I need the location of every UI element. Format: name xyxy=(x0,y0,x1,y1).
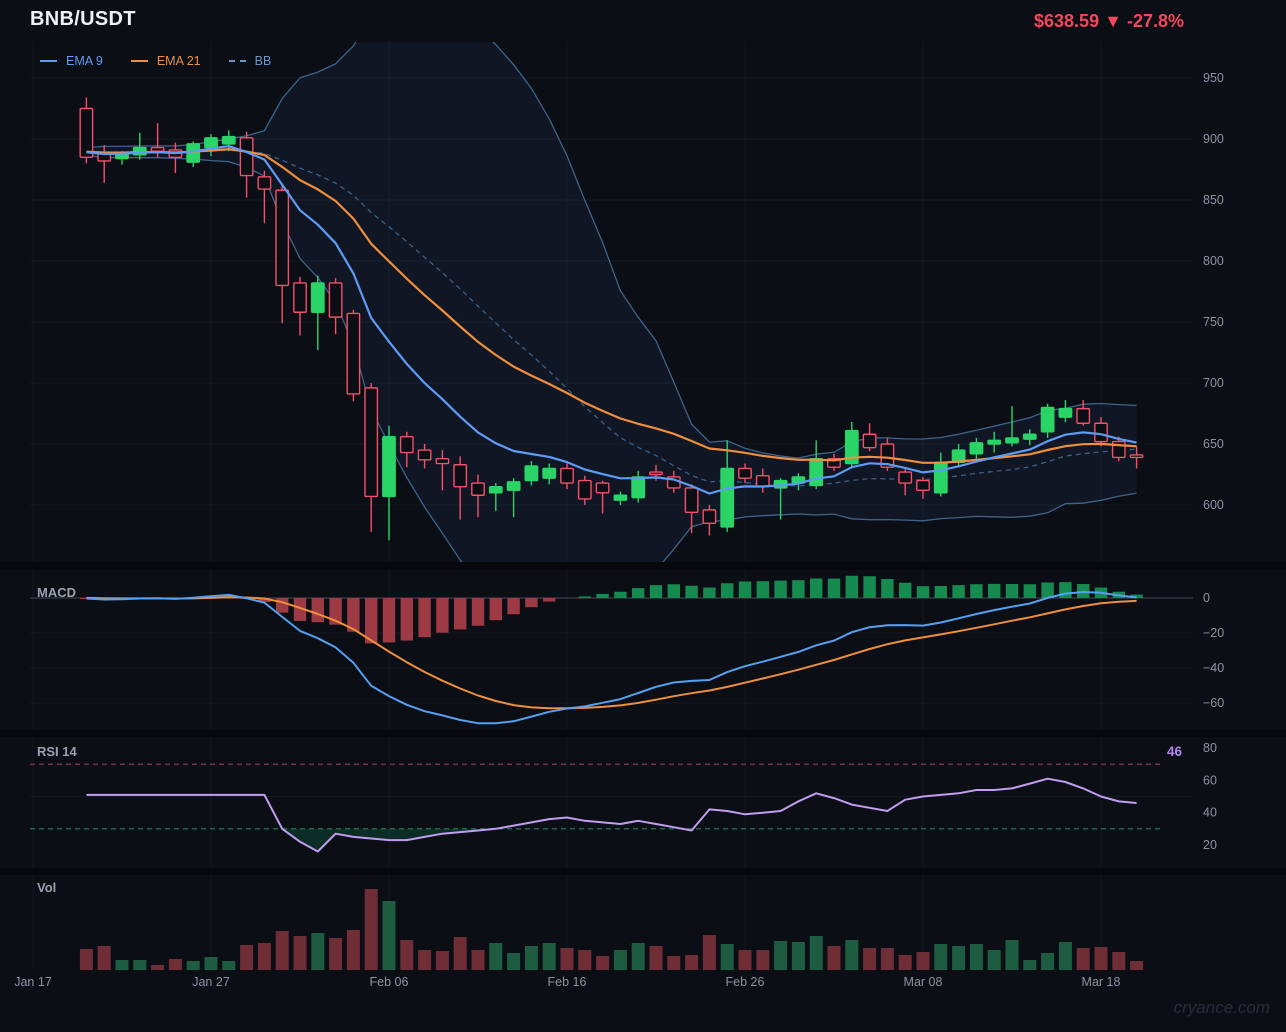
legend-item-bb[interactable]: BB xyxy=(228,54,272,68)
svg-text:650: 650 xyxy=(1203,437,1224,451)
svg-text:Mar 08: Mar 08 xyxy=(904,975,943,989)
svg-text:850: 850 xyxy=(1203,193,1224,207)
svg-text:900: 900 xyxy=(1203,132,1224,146)
axis-labels: 950 900 850 800 750 700 650 600 0 −20 −40 −60 80 60 40… xyxy=(14,71,1224,989)
bollinger-bands xyxy=(86,42,1137,562)
candles-layer xyxy=(79,97,1144,541)
svg-text:60: 60 xyxy=(1203,773,1217,787)
panel-separator xyxy=(0,562,1286,570)
last-price: $638.59 xyxy=(1034,11,1100,31)
ema-overlays xyxy=(86,145,1137,495)
down-arrow-icon: ▼ xyxy=(1104,11,1122,31)
rsi-panel-label: RSI 14 xyxy=(37,744,77,759)
svg-text:Feb 16: Feb 16 xyxy=(548,975,587,989)
svg-text:Feb 26: Feb 26 xyxy=(726,975,765,989)
macd-panel xyxy=(30,575,1193,725)
legend-item-ema9[interactable]: EMA 9 xyxy=(40,54,103,68)
price-change-readout: $638.59 ▼ -27.8% xyxy=(1034,11,1184,32)
volume-panel xyxy=(79,889,1144,970)
symbol-title: BNB/USDT xyxy=(30,8,136,30)
svg-text:0: 0 xyxy=(1203,591,1210,605)
panel-separator xyxy=(0,868,1286,875)
svg-text:−60: −60 xyxy=(1203,696,1224,710)
svg-text:80: 80 xyxy=(1203,741,1217,755)
svg-text:Jan 17: Jan 17 xyxy=(14,975,52,989)
svg-text:600: 600 xyxy=(1203,498,1224,512)
svg-text:40: 40 xyxy=(1203,806,1217,820)
svg-text:Feb 06: Feb 06 xyxy=(370,975,409,989)
svg-text:−40: −40 xyxy=(1203,661,1224,675)
indicator-legend: EMA 9 EMA 21 BB xyxy=(40,54,271,68)
svg-text:−20: −20 xyxy=(1203,626,1224,640)
rsi-panel xyxy=(30,763,1160,853)
svg-text:20: 20 xyxy=(1203,838,1217,852)
svg-text:Mar 18: Mar 18 xyxy=(1082,975,1121,989)
svg-text:800: 800 xyxy=(1203,254,1224,268)
ema21-swatch-icon xyxy=(130,60,148,62)
svg-text:Jan 27: Jan 27 xyxy=(192,975,230,989)
volume-panel-label: Vol xyxy=(37,880,57,895)
grid-layer xyxy=(30,42,1193,970)
watermark: cryance.com xyxy=(1173,998,1270,1017)
legend-label: BB xyxy=(254,54,272,68)
bb-swatch-icon xyxy=(228,60,246,62)
ema9-swatch-icon xyxy=(40,60,57,62)
macd-panel-label: MACD xyxy=(37,585,76,600)
legend-item-ema21[interactable]: EMA 21 xyxy=(130,54,201,68)
legend-label: EMA 9 xyxy=(66,54,103,68)
legend-label: EMA 21 xyxy=(156,54,201,68)
change-percent: -27.8% xyxy=(1126,11,1184,31)
svg-text:750: 750 xyxy=(1203,315,1224,329)
svg-text:700: 700 xyxy=(1203,376,1224,390)
panel-separator xyxy=(0,730,1286,737)
svg-text:950: 950 xyxy=(1203,71,1224,85)
rsi-current-value: 46 xyxy=(1166,744,1182,759)
